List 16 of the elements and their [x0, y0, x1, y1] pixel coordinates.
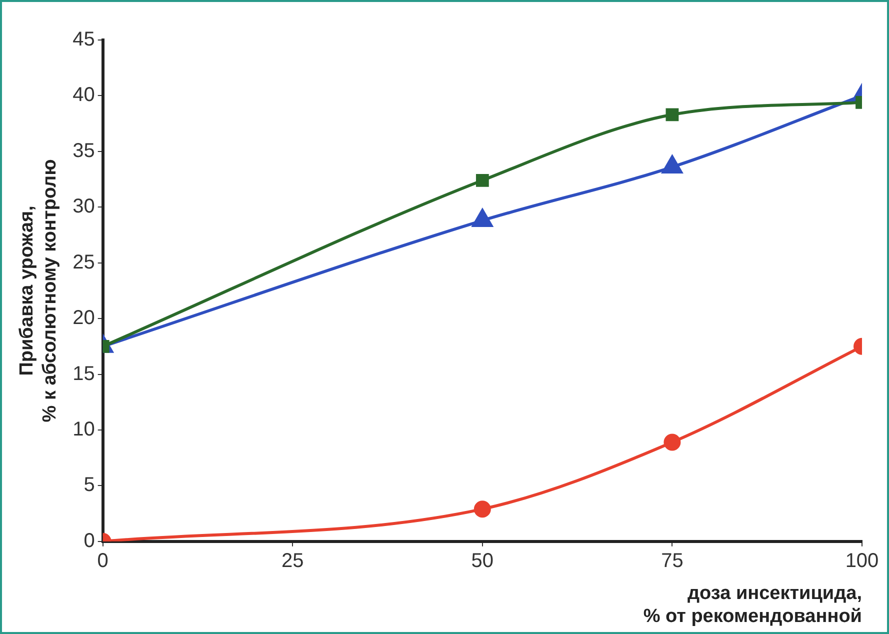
x-tick-label: 25: [282, 550, 304, 572]
y-axis-title: Прибавка урожая, % к абсолютному контролю: [16, 159, 60, 422]
y-tick-label: 25: [72, 251, 95, 274]
y-tick-label: 0: [84, 530, 95, 552]
x-tick-label: 100: [845, 550, 879, 572]
y-tick-label: 5: [84, 474, 95, 496]
y-tick-label: 10: [72, 418, 95, 440]
y-tick-label: 40: [72, 84, 95, 106]
x-tick-label: 50: [471, 550, 494, 572]
y-tick-label: 35: [72, 140, 95, 162]
y-tick-label: 45: [72, 28, 95, 51]
x-axis-title: доза инсектицида, % от рекомендованной: [643, 583, 862, 627]
x-tick-label: 75: [661, 550, 684, 572]
y-tick-label: 15: [72, 362, 95, 385]
y-tick-label: 20: [72, 307, 95, 330]
y-tick-label: 30: [72, 196, 95, 218]
